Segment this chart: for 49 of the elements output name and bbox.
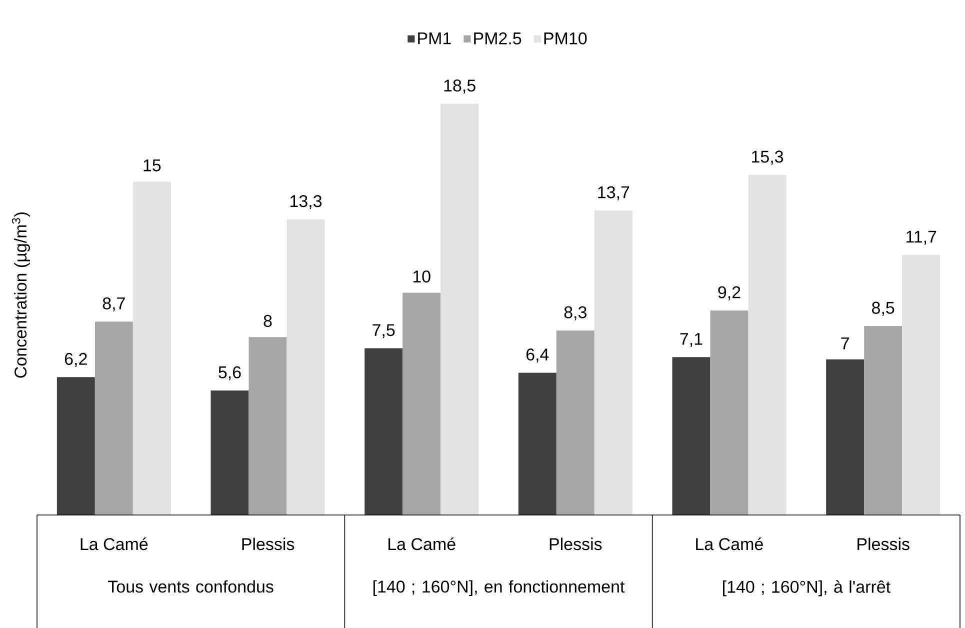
y-axis-title: Concentration (µg/m$^{3}$) [12, 212, 30, 378]
bar [402, 292, 441, 515]
legend-label: PM2.5 [474, 32, 522, 44]
data-label: 15 [144, 160, 161, 172]
bar [56, 377, 95, 515]
bar [594, 210, 632, 515]
data-label: 8 [264, 314, 272, 327]
bar [364, 348, 403, 515]
bar [864, 326, 902, 515]
x-tick-label: La Camé [696, 537, 763, 550]
x-tick-label: Plessis [242, 538, 294, 550]
bar [440, 104, 479, 515]
bar [710, 310, 748, 515]
data-label: 6,4 [526, 348, 549, 363]
bar [518, 372, 556, 515]
text: [140 ; 160°N], à l'arrêt [723, 580, 890, 596]
data-label: 10 [413, 270, 430, 283]
bar [132, 182, 171, 515]
bar [556, 330, 594, 515]
data-label: 18,5 [444, 80, 476, 94]
data-label: 7,5 [372, 324, 395, 338]
data-label: 6,2 [64, 352, 87, 367]
legend-label: PM1 [418, 32, 451, 44]
bar [248, 337, 287, 515]
bar [672, 357, 710, 515]
bar [902, 254, 940, 515]
data-label: 11,7 [906, 230, 936, 245]
bar [286, 219, 325, 515]
x-tick-label: La Camé [80, 537, 148, 550]
data-label: 13,7 [598, 186, 630, 200]
text: [140 ; 160°N], en fonctionnement [373, 580, 625, 596]
x-tick-label: Plessis [858, 538, 910, 550]
data-label: 7 [841, 337, 849, 350]
bar [826, 359, 864, 515]
x-tick-label: La Camé [388, 537, 456, 550]
text: Tous vents confondus [108, 580, 274, 593]
data-label: 15,3 [752, 150, 784, 165]
data-label: 13,3 [290, 195, 322, 210]
bar [748, 174, 786, 515]
data-label: 5,6 [218, 366, 241, 380]
data-label: 8,3 [564, 306, 586, 320]
bar [210, 390, 249, 515]
bar [94, 322, 133, 515]
legend-label: PM10 [544, 32, 587, 44]
x-tick-label: Plessis [550, 538, 602, 550]
data-label: 9,2 [718, 286, 740, 300]
data-label: 7,1 [680, 333, 702, 347]
data-label: 8,5 [872, 302, 894, 316]
data-label: 8,7 [102, 297, 125, 312]
